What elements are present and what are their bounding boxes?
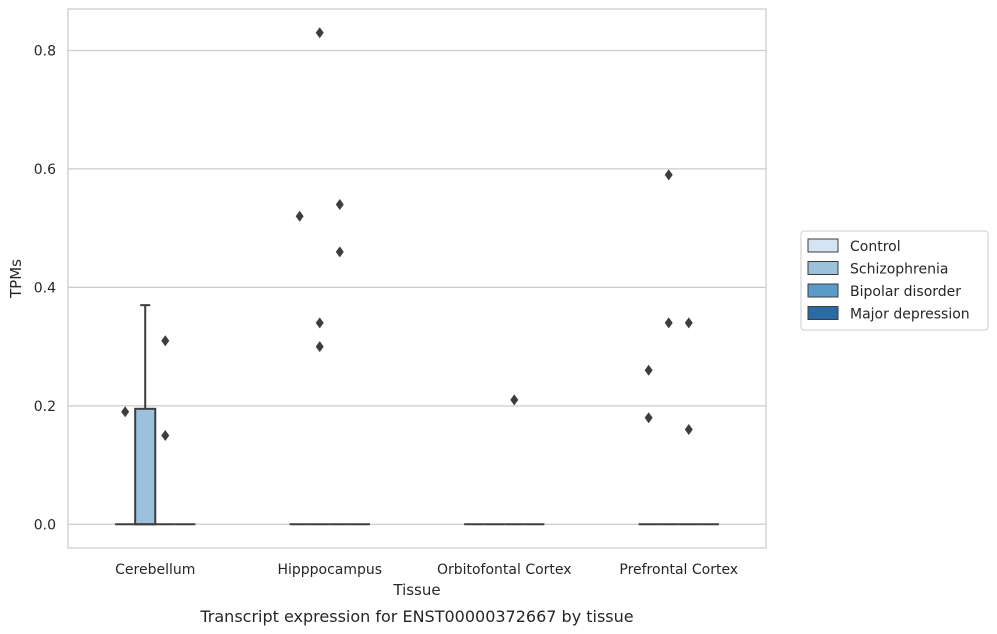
y-tick-label: 0.4 bbox=[34, 280, 56, 296]
legend-swatch bbox=[807, 261, 839, 275]
box-schizophrenia bbox=[134, 304, 157, 526]
outlier-point bbox=[644, 412, 653, 424]
x-tick-label: Cerebellum bbox=[115, 562, 195, 578]
y-tick-label: 0.0 bbox=[34, 517, 56, 533]
x-tick-label: Prefrontal Cortex bbox=[619, 562, 738, 578]
legend-item: Major depression bbox=[807, 306, 970, 323]
outlier-point bbox=[684, 424, 693, 436]
y-tick-labels: 0.0 0.2 0.4 0.6 0.8 bbox=[34, 43, 56, 533]
outlier-point bbox=[315, 27, 324, 39]
x-tick-label: Hipppocampus bbox=[277, 562, 382, 578]
legend-label: Control bbox=[850, 239, 901, 255]
outlier-point bbox=[315, 317, 324, 329]
legend-swatch bbox=[807, 238, 839, 253]
legend: Control Schizophrenia Bipolar disorder Majo… bbox=[800, 230, 989, 331]
outlier-point bbox=[161, 335, 170, 347]
x-axis-label: Tissue bbox=[392, 581, 440, 599]
legend-item: Schizophrenia bbox=[807, 261, 948, 278]
y-tick-label: 0.2 bbox=[34, 399, 56, 415]
chart-caption: Transcript expression for ENST0000037266… bbox=[199, 607, 633, 626]
legend-swatch bbox=[807, 283, 839, 298]
outlier-point bbox=[644, 364, 653, 376]
plot-area-frame bbox=[67, 8, 767, 549]
legend-label: Schizophrenia bbox=[850, 262, 948, 278]
outlier-point bbox=[684, 317, 693, 329]
outlier-point bbox=[664, 169, 673, 181]
outlier-point bbox=[510, 394, 519, 406]
legend-label: Bipolar disorder bbox=[850, 284, 961, 300]
legend-item: Bipolar disorder bbox=[807, 283, 961, 300]
outlier-point bbox=[121, 406, 130, 418]
outlier-point bbox=[335, 198, 344, 210]
outlier-point bbox=[335, 246, 344, 258]
grid-lines bbox=[68, 49, 766, 525]
outlier-point bbox=[295, 210, 304, 222]
y-tick-label: 0.6 bbox=[34, 162, 56, 178]
y-axis-label: TPMs bbox=[7, 259, 25, 299]
y-tick-label: 0.8 bbox=[34, 43, 56, 59]
legend-frame bbox=[800, 230, 989, 331]
legend-item: Control bbox=[807, 238, 901, 255]
box bbox=[134, 407, 157, 526]
x-tick-label: Orbitofontal Cortex bbox=[437, 562, 572, 578]
outliers-layer bbox=[121, 27, 693, 441]
legend-label: Major depression bbox=[850, 307, 970, 323]
legend-swatch bbox=[807, 306, 839, 320]
outlier-point bbox=[161, 429, 170, 441]
outlier-point bbox=[664, 317, 673, 329]
boxes-layer bbox=[115, 304, 719, 526]
x-tick-labels: Cerebellum Hipppocampus Orbitofontal Corte… bbox=[115, 562, 738, 578]
outlier-point bbox=[315, 341, 324, 353]
